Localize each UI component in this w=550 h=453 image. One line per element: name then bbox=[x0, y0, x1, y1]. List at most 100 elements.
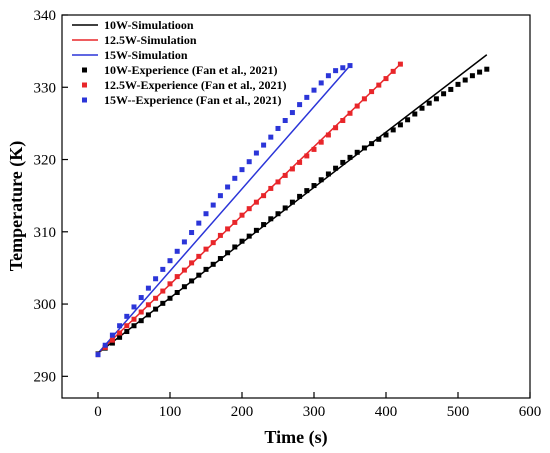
data-point bbox=[477, 69, 483, 75]
y-tick-label: 320 bbox=[34, 153, 57, 169]
data-point bbox=[167, 281, 173, 287]
data-point bbox=[462, 77, 468, 83]
data-point bbox=[354, 149, 360, 155]
data-point bbox=[455, 81, 461, 87]
data-point bbox=[246, 159, 252, 165]
data-point bbox=[246, 206, 252, 212]
x-tick-label: 0 bbox=[94, 404, 102, 420]
data-point bbox=[145, 302, 151, 308]
data-point bbox=[397, 61, 403, 67]
data-point bbox=[383, 132, 389, 138]
data-point bbox=[145, 285, 151, 291]
data-point bbox=[333, 125, 339, 131]
data-point bbox=[217, 193, 223, 199]
data-point bbox=[225, 184, 231, 190]
data-point bbox=[412, 111, 418, 117]
data-point bbox=[167, 258, 173, 264]
data-point bbox=[153, 295, 159, 301]
data-point bbox=[196, 220, 202, 226]
data-point bbox=[239, 167, 245, 173]
data-point bbox=[189, 230, 195, 236]
data-point bbox=[160, 266, 166, 272]
x-tick-label: 200 bbox=[231, 404, 254, 420]
data-point bbox=[196, 253, 202, 259]
data-point bbox=[268, 216, 274, 222]
data-point bbox=[340, 118, 346, 124]
data-point bbox=[203, 211, 209, 217]
data-point bbox=[117, 330, 123, 336]
x-tick-label: 400 bbox=[375, 404, 398, 420]
data-point bbox=[282, 118, 288, 124]
data-point bbox=[311, 87, 317, 93]
x-axis-label: Time (s) bbox=[264, 427, 327, 448]
data-point bbox=[426, 100, 432, 106]
series-layer bbox=[95, 54, 490, 358]
x-tick-label: 100 bbox=[159, 404, 182, 420]
y-tick-label: 300 bbox=[34, 297, 57, 313]
data-point bbox=[124, 329, 130, 335]
data-point bbox=[441, 91, 447, 97]
legend-marker-swatch bbox=[82, 97, 87, 103]
data-point bbox=[361, 96, 367, 102]
data-point bbox=[354, 103, 360, 109]
data-point bbox=[181, 267, 187, 273]
data-point bbox=[282, 205, 288, 211]
data-point bbox=[433, 96, 439, 102]
data-point bbox=[397, 122, 403, 128]
data-point bbox=[145, 312, 151, 318]
data-point bbox=[318, 177, 324, 183]
data-point bbox=[117, 323, 123, 329]
data-point bbox=[138, 295, 144, 301]
data-point bbox=[225, 226, 231, 232]
data-point bbox=[333, 165, 339, 171]
data-point bbox=[225, 250, 231, 256]
legend-label: 10W-Experience (Fan et al., 2021) bbox=[104, 63, 278, 77]
data-point bbox=[160, 288, 166, 294]
data-point bbox=[275, 179, 281, 185]
legend-marker-swatch bbox=[82, 67, 87, 73]
data-point bbox=[304, 188, 310, 194]
data-point bbox=[153, 306, 159, 312]
data-point bbox=[95, 352, 101, 358]
data-point bbox=[419, 105, 425, 111]
data-point bbox=[376, 136, 382, 142]
data-point bbox=[484, 66, 490, 72]
data-point bbox=[282, 172, 288, 178]
data-point bbox=[253, 199, 259, 205]
data-point bbox=[167, 295, 173, 301]
data-point bbox=[297, 102, 303, 108]
data-point bbox=[275, 211, 281, 217]
data-point bbox=[246, 233, 252, 239]
data-point bbox=[448, 86, 454, 92]
data-point bbox=[109, 337, 115, 343]
data-point bbox=[232, 175, 238, 181]
data-point bbox=[268, 134, 274, 140]
data-point bbox=[217, 256, 223, 262]
data-point bbox=[340, 159, 346, 165]
data-point bbox=[390, 68, 396, 74]
x-axis: 0 100 200 300 400 500 600 bbox=[94, 392, 541, 420]
data-point bbox=[210, 202, 216, 208]
data-point bbox=[289, 110, 295, 116]
data-point bbox=[239, 212, 245, 218]
data-point bbox=[217, 232, 223, 238]
data-point bbox=[153, 276, 159, 282]
legend-label: 10W-Simulatioon bbox=[104, 18, 194, 32]
data-point bbox=[102, 342, 108, 348]
data-point bbox=[239, 238, 245, 244]
x-tick-label: 500 bbox=[447, 404, 470, 420]
data-point bbox=[304, 94, 310, 100]
data-point bbox=[174, 289, 180, 295]
data-point bbox=[376, 82, 382, 88]
data-point bbox=[174, 274, 180, 280]
data-point bbox=[210, 240, 216, 246]
data-point bbox=[347, 63, 353, 69]
data-point bbox=[340, 65, 346, 71]
data-point bbox=[325, 73, 331, 79]
data-point bbox=[383, 76, 389, 82]
legend-label: 12.5W-Experience (Fan et al., 2021) bbox=[104, 78, 287, 92]
data-point bbox=[160, 300, 166, 306]
data-point bbox=[109, 332, 115, 338]
data-point bbox=[325, 132, 331, 138]
